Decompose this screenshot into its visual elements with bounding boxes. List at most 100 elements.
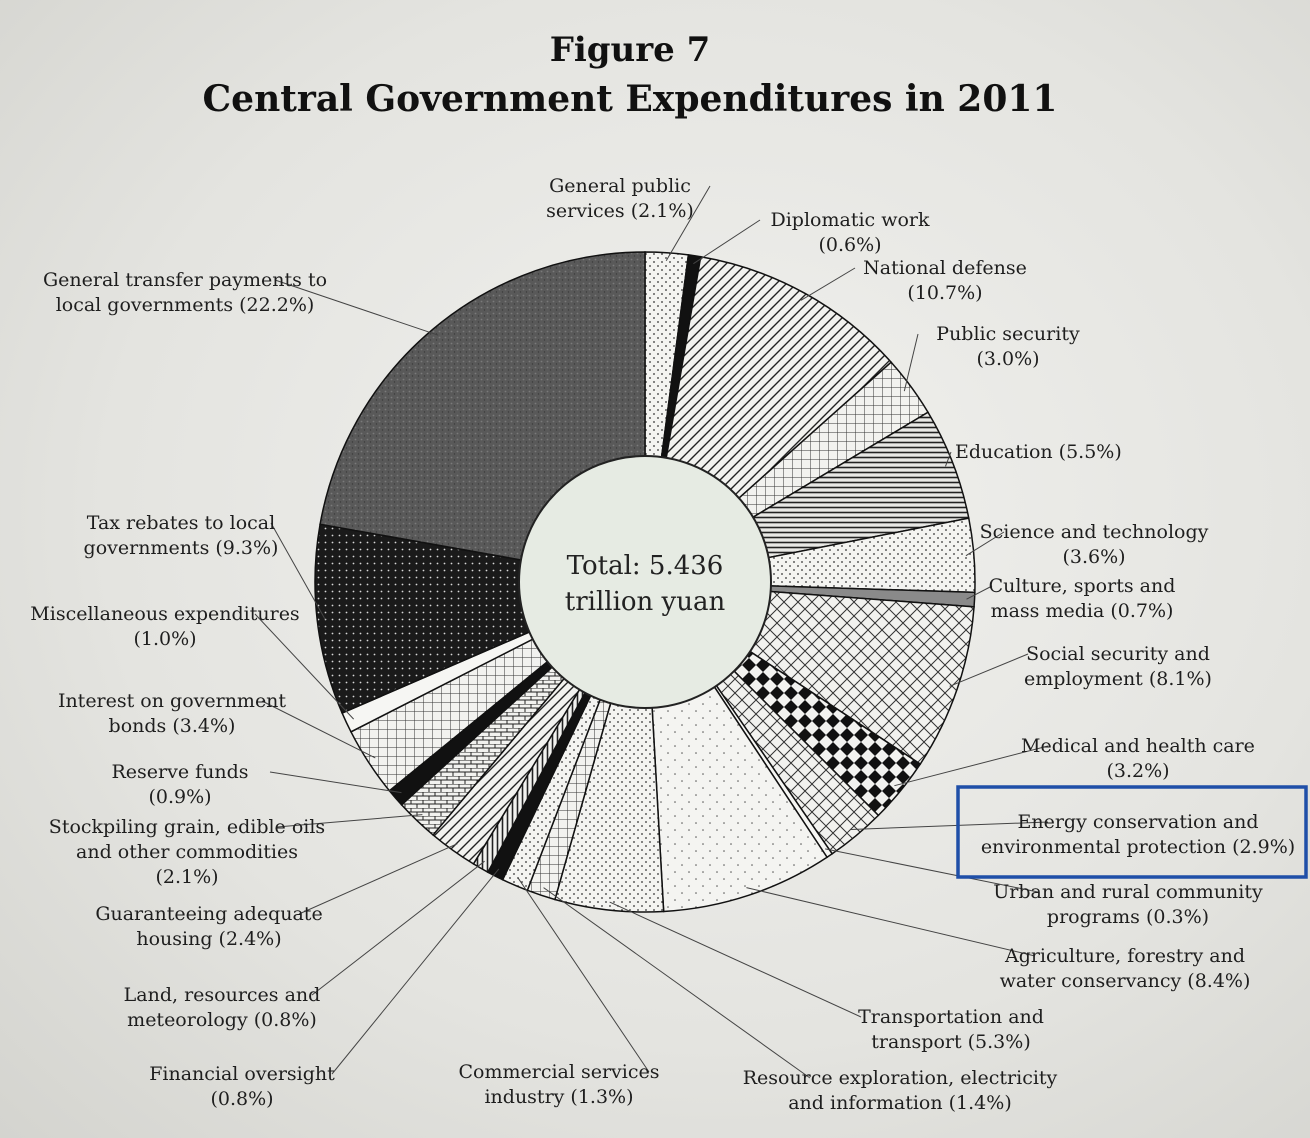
label-line: water conservancy (8.4%): [1000, 970, 1251, 992]
label-line: mass media (0.7%): [991, 600, 1174, 622]
label-line: Reserve funds: [111, 761, 248, 783]
label-line: governments (9.3%): [84, 537, 279, 559]
label-line: services (2.1%): [546, 200, 694, 222]
highlight-box: [956, 785, 1308, 879]
leader-line: [665, 185, 711, 261]
leader-line: [800, 267, 856, 301]
label-line: Social security and: [1026, 643, 1210, 665]
label-general-transfer-payments-to-local-governments: General transfer payments to local govern…: [43, 269, 327, 316]
label-line: Land, resources and: [124, 984, 321, 1006]
label-resource-exploration-electricity-and-information: Resource exploration, electricity and inf…: [743, 1067, 1058, 1114]
label-line: Transportation and: [858, 1006, 1044, 1028]
label-public-security: Public security (3.0%): [936, 323, 1080, 370]
label-line: Tax rebates to local: [87, 512, 275, 534]
label-line: Financial oversight: [149, 1063, 335, 1085]
label-line: (3.0%): [976, 348, 1039, 370]
label-line: and information (1.4%): [788, 1092, 1012, 1114]
label-tax-rebates-to-local-governments: Tax rebates to local governments (9.3%): [84, 512, 279, 559]
label-culture-sports-and-mass-media: Culture, sports and mass media (0.7%): [989, 575, 1176, 622]
label-line: (1.0%): [133, 628, 196, 650]
label-line: National defense: [863, 257, 1027, 279]
leader-line: [851, 821, 1049, 830]
leader-line: [825, 848, 1039, 893]
leader-line: [261, 700, 376, 759]
leader-line: [298, 843, 458, 915]
label-commercial-services-industry: Commercial services industry (1.3%): [458, 1061, 659, 1108]
label-line: (3.6%): [1062, 546, 1125, 568]
label-energy-conservation-and-environmental-protection: Energy conservation and environmental pro…: [981, 811, 1295, 858]
label-line: industry (1.3%): [484, 1086, 633, 1108]
center-total-line2: trillion yuan: [565, 587, 726, 617]
chart-title: Central Government Expenditures in 2011: [202, 78, 1058, 120]
label-line: transport (5.3%): [871, 1031, 1031, 1053]
label-line: employment (8.1%): [1024, 668, 1212, 690]
leader-line: [270, 522, 326, 620]
label-agriculture-forestry-and-water-conservancy: Agriculture, forestry and water conservan…: [1000, 945, 1251, 992]
label-line: Commercial services: [458, 1061, 659, 1083]
label-guaranteeing-adequate-housing: Guaranteeing adequate housing (2.4%): [95, 903, 322, 950]
label-line: Resource exploration, electricity: [743, 1067, 1058, 1089]
label-line: Interest on government: [58, 690, 286, 712]
leader-line: [894, 745, 1049, 787]
label-line: Guaranteeing adequate: [95, 903, 322, 925]
label-line: Diplomatic work: [770, 209, 930, 231]
leader-line: [609, 901, 862, 1018]
leader-line: [966, 585, 993, 600]
slice-labels: General public services (2.1%) Diplomatic …: [30, 175, 1295, 1114]
leader-line: [269, 771, 402, 794]
label-line: Energy conservation and: [1018, 811, 1259, 833]
label-line: meteorology (0.8%): [127, 1009, 317, 1031]
leader-lines: [254, 185, 1049, 1079]
label-land-resources-and-meteorology: Land, resources and meteorology (0.8%): [124, 984, 321, 1031]
label-line: Medical and health care: [1021, 735, 1255, 757]
leader-line: [276, 814, 423, 828]
label-line: Public security: [936, 323, 1080, 345]
label-line: bonds (3.4%): [109, 715, 236, 737]
label-line: Agriculture, forestry and: [1004, 945, 1245, 967]
label-social-security-and-employment: Social security and employment (8.1%): [1024, 643, 1212, 690]
label-line: environmental protection (2.9%): [981, 836, 1295, 858]
label-line: Science and technology: [980, 521, 1209, 543]
leader-line: [311, 860, 485, 996]
label-line: (3.2%): [1106, 760, 1169, 782]
label-line: programs (0.3%): [1047, 906, 1209, 928]
label-interest-on-government-bonds: Interest on government bonds (3.4%): [58, 690, 286, 737]
label-general-public-services: General public services (2.1%): [546, 175, 694, 222]
label-urban-and-rural-community-programs: Urban and rural community programs (0.3%): [993, 881, 1263, 928]
leader-line: [331, 868, 500, 1075]
leader-line: [254, 613, 355, 720]
label-line: General public: [549, 175, 691, 197]
label-line: local governments (22.2%): [56, 294, 315, 316]
leader-line: [543, 887, 811, 1079]
label-line: (0.9%): [148, 786, 211, 808]
leader-line: [965, 531, 1005, 557]
label-transportation-and-transport: Transportation and transport (5.3%): [858, 1006, 1044, 1053]
label-miscellaneous-expenditures: Miscellaneous expenditures (1.0%): [30, 603, 299, 650]
label-line: Miscellaneous expenditures: [30, 603, 299, 625]
label-education: Education (5.5%): [955, 441, 1122, 463]
leader-line: [274, 279, 439, 336]
label-line: (0.6%): [818, 234, 881, 256]
label-line: housing (2.4%): [136, 928, 281, 950]
label-line: Urban and rural community: [993, 881, 1263, 903]
leader-line: [517, 877, 650, 1073]
label-reserve-funds: Reserve funds (0.9%): [111, 761, 248, 808]
label-diplomatic-work: Diplomatic work (0.6%): [770, 209, 930, 256]
label-line: Education (5.5%): [955, 441, 1122, 463]
leader-line: [903, 333, 919, 392]
leader-line: [693, 219, 761, 265]
leader-line: [945, 451, 952, 467]
label-line: and other commodities: [76, 841, 298, 863]
label-line: (0.8%): [210, 1088, 273, 1110]
label-national-defense: National defense (10.7%): [863, 257, 1027, 304]
label-financial-oversight: Financial oversight (0.8%): [149, 1063, 335, 1110]
label-line: Culture, sports and: [989, 575, 1176, 597]
leader-line: [949, 653, 1029, 687]
label-medical-and-health-care: Medical and health care (3.2%): [1021, 735, 1255, 782]
center-total-line1: Total: 5.436: [567, 551, 724, 581]
label-stockpiling-grain-edible-oils-and-other-commodities: Stockpiling grain, edible oils and other …: [49, 816, 325, 888]
label-science-and-technology: Science and technology (3.6%): [980, 521, 1209, 568]
label-line: Stockpiling grain, edible oils: [49, 816, 325, 838]
label-line: (10.7%): [907, 282, 982, 304]
